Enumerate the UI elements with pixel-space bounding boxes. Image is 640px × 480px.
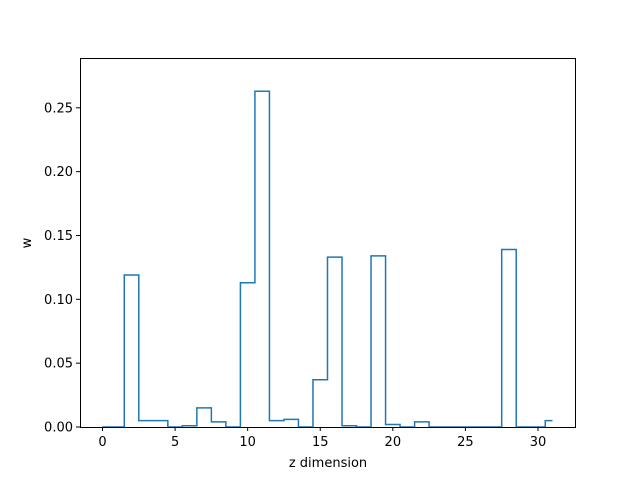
y-tick-label: 0.15 <box>44 229 73 244</box>
x-tick-label: 10 <box>239 435 256 450</box>
y-tick-label: 0.25 <box>44 101 73 116</box>
x-tick-label: 20 <box>385 435 402 450</box>
y-tick-label: 0.05 <box>44 357 73 372</box>
axes <box>80 58 576 428</box>
y-tick-label: 0.20 <box>44 165 73 180</box>
x-axis-label: z dimension <box>289 456 367 471</box>
y-axis-ticks: 0.00 0.05 0.10 0.15 0.20 0.25 <box>44 101 80 436</box>
y-axis-label: w <box>20 237 35 248</box>
x-tick-label: 15 <box>312 435 329 450</box>
plot-frame <box>80 58 576 428</box>
x-tick-label: 30 <box>530 435 547 450</box>
x-tick-label: 25 <box>457 435 474 450</box>
x-tick-label: 0 <box>98 435 106 450</box>
y-tick-label: 0.10 <box>44 293 73 308</box>
y-tick-label: 0.00 <box>44 421 73 436</box>
x-tick-label: 5 <box>171 435 179 450</box>
x-axis-ticks: 0 5 10 15 20 25 30 <box>98 427 546 450</box>
